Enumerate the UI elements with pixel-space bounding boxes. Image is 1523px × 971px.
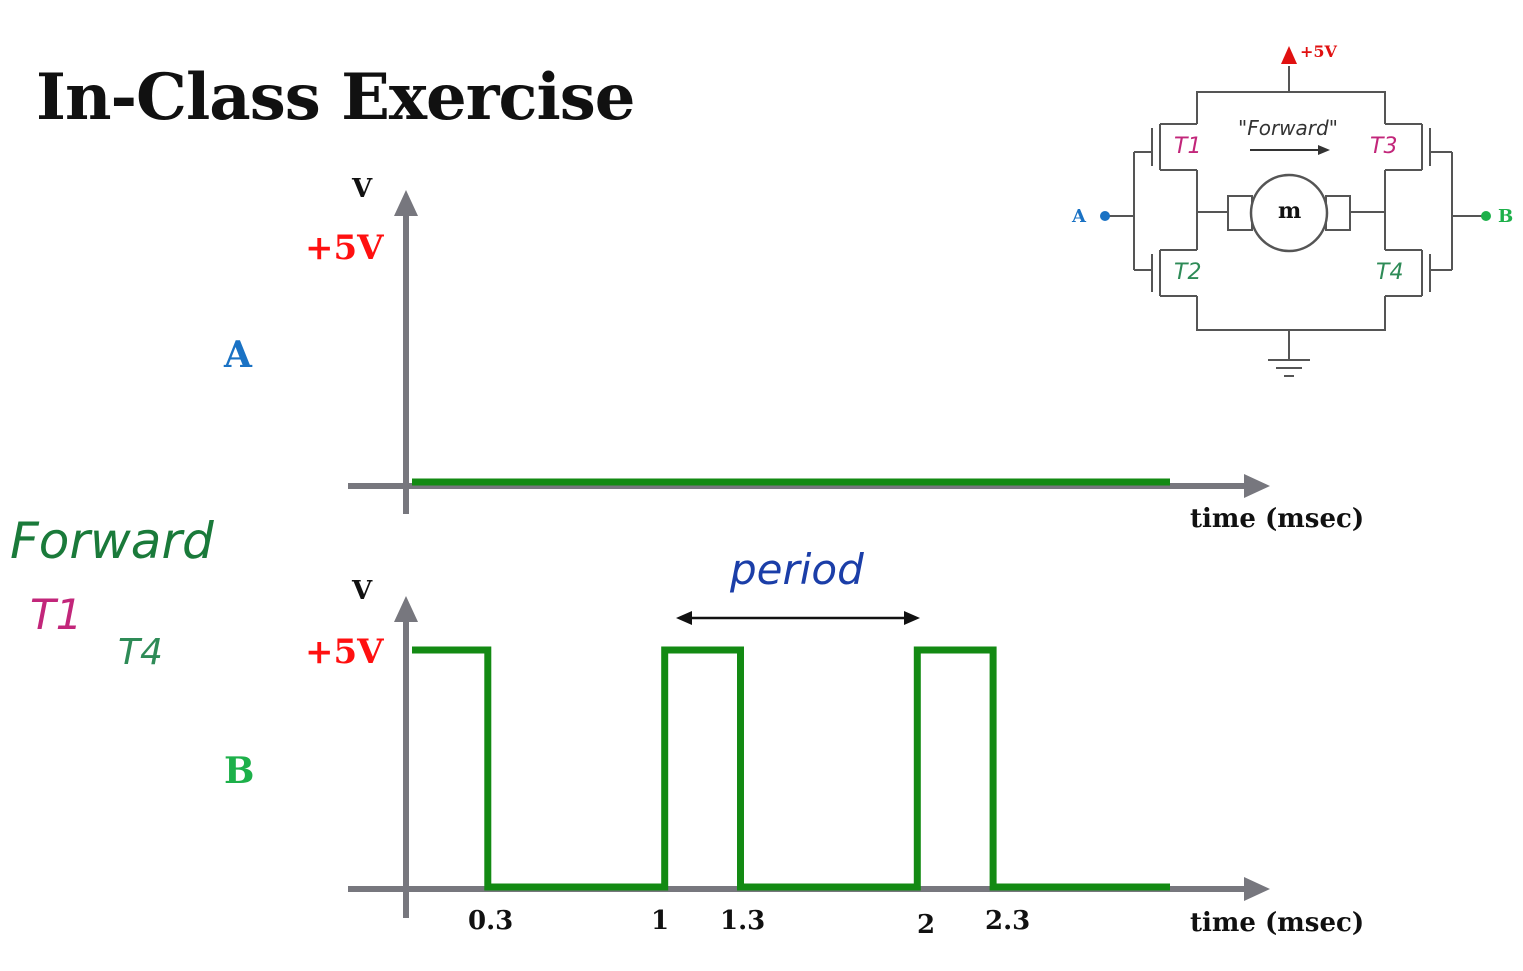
- chart-a-y-axis-arrow: [394, 190, 418, 216]
- period-annotation: period: [730, 545, 864, 594]
- transistor-label: T2: [1174, 260, 1202, 285]
- period-arrow-right-head: [904, 611, 920, 625]
- chart-b-y-axis-arrow: [394, 596, 418, 622]
- transistor-label: T4: [1376, 260, 1404, 285]
- signal-b-label: B: [224, 750, 255, 792]
- tick-label: 0.3: [468, 906, 514, 936]
- period-arrow-left-head: [676, 611, 692, 625]
- chart-b-plus5-label: +5V: [305, 632, 384, 672]
- tick-label: 2: [917, 910, 936, 940]
- chart-b-x-axis-arrow: [1244, 877, 1270, 901]
- chart-a-x-axis-arrow: [1244, 474, 1270, 498]
- circuit-forward-label: "Forward": [1238, 116, 1338, 140]
- circuit-supply-label: +5V: [1300, 42, 1337, 61]
- tick-label: 2.3: [985, 906, 1031, 936]
- forward-annotation: Forward: [10, 512, 214, 570]
- chart-b-x-axis-label: time (msec): [1190, 908, 1365, 938]
- circuit-node-b-label: B: [1498, 206, 1514, 227]
- signal-b-trace: [412, 646, 1170, 891]
- t4-annotation: T4: [118, 632, 163, 673]
- chart-a-x-axis-label: time (msec): [1190, 504, 1365, 534]
- transistor-label: T1: [1174, 134, 1202, 159]
- t1-annotation: T1: [30, 590, 83, 639]
- tick-label: 1.3: [720, 906, 766, 936]
- circuit-node-a-label: A: [1072, 206, 1086, 227]
- chart-a-y-axis-label: V: [352, 174, 373, 204]
- transistor-label: T3: [1370, 134, 1398, 159]
- chart-b-y-axis-label: V: [352, 576, 373, 606]
- circuit-motor-label: m: [1278, 198, 1302, 224]
- tick-label: 1: [651, 906, 670, 936]
- signal-a-label: A: [224, 334, 252, 376]
- page-title: In-Class Exercise: [36, 60, 635, 135]
- chart-a-plus5-label: +5V: [305, 228, 384, 268]
